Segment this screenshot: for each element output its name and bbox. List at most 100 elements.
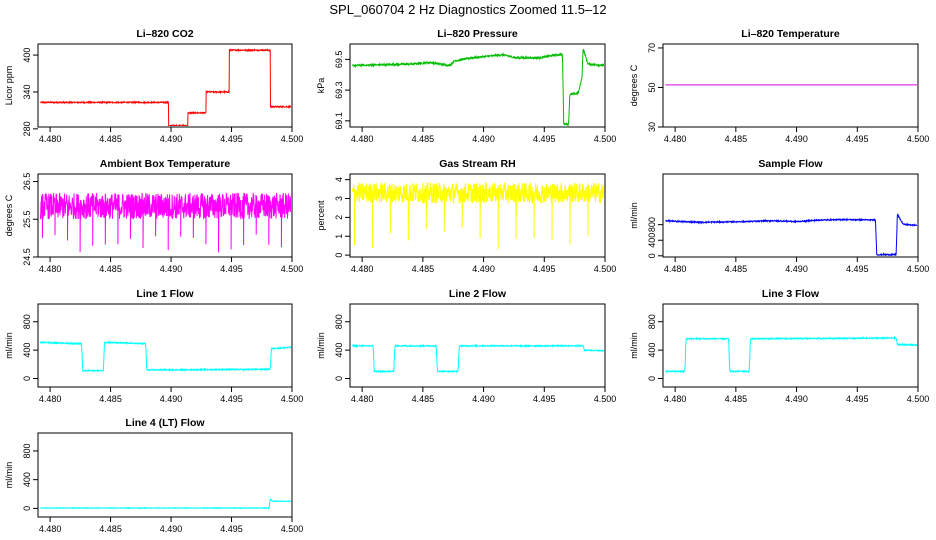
panel-7: Line 1 Flow 4.480 4.485 4.490 4.495 4.500 0 400…: [4, 288, 303, 404]
y-tick-label: 0: [334, 253, 344, 258]
x-tick-label: 4.480: [39, 264, 62, 274]
panel-10: Line 4 (LT) Flow 4.480 4.485 4.490 4.495 4.50…: [4, 417, 303, 534]
y-axis-label: degrees C: [4, 194, 14, 236]
y-tick-label: 3: [334, 196, 344, 201]
y-tick-label: 1: [334, 234, 344, 239]
x-tick-label: 4.490: [160, 264, 183, 274]
x-tick-label: 4.485: [99, 394, 122, 404]
x-tick-label: 4.490: [472, 264, 495, 274]
plot-frame: [349, 43, 606, 128]
y-tick-label: 69.1: [334, 112, 344, 130]
y-tick-label: 0: [22, 376, 32, 381]
y-tick-label: 800: [647, 314, 657, 329]
x-tick-label: 4.500: [281, 394, 304, 404]
panel-title: Sample Flow: [758, 158, 823, 170]
panel-8: Line 2 Flow 4.480 4.485 4.490 4.495 4.500 0 400…: [316, 288, 616, 404]
panel-title: Li–820 CO2: [136, 28, 193, 40]
y-tick-label: 69.3: [334, 81, 344, 99]
x-tick-label: 4.480: [351, 394, 374, 404]
y-tick-label: 400: [334, 343, 344, 358]
y-tick-label: 400: [22, 48, 32, 63]
y-tick-label: 70: [647, 43, 657, 53]
x-tick-label: 4.490: [785, 394, 808, 404]
y-tick-label: 0: [334, 376, 344, 381]
y-axis-label: ml/min: [4, 462, 14, 489]
y-axis-label: ml/min: [316, 332, 326, 359]
panel-grid: Li–820 CO2 4.480 4.485 4.490 4.495 4.500 280 3 4…: [4, 28, 929, 534]
y-tick-label: 400: [22, 472, 32, 487]
y-tick-label: 4: [334, 177, 344, 182]
plot-frame: [37, 303, 293, 388]
x-tick-label: 4.495: [220, 524, 243, 534]
x-tick-label: 4.495: [220, 264, 243, 274]
x-tick-label: 4.485: [99, 264, 122, 274]
x-tick-label: 4.490: [472, 134, 495, 144]
x-tick-label: 4.500: [594, 264, 617, 274]
y-tick-label: 50: [647, 82, 657, 92]
y-tick-label: 800: [647, 217, 657, 232]
x-tick-label: 4.495: [533, 134, 556, 144]
plot-frame: [37, 432, 293, 518]
y-axis-label: kPa: [316, 78, 326, 94]
y-tick-label: 400: [22, 343, 32, 358]
y-tick-label: 0: [647, 253, 657, 258]
y-tick-label: 2: [334, 215, 344, 220]
y-tick-label: 800: [22, 443, 32, 458]
panel-title: Ambient Box Temperature: [100, 158, 231, 170]
panel-title: Line 1 Flow: [136, 288, 194, 300]
y-axis-label: ml/min: [4, 332, 14, 359]
y-tick-label: 280: [22, 121, 32, 136]
panel-title: Line 3 Flow: [762, 288, 820, 300]
figure-title: SPL_060704 2 Hz Diagnostics Zoomed 11.5–…: [329, 2, 606, 17]
x-tick-label: 4.495: [533, 394, 556, 404]
x-tick-label: 4.500: [594, 134, 617, 144]
y-tick-label: 0: [22, 506, 32, 511]
x-tick-label: 4.490: [785, 264, 808, 274]
x-tick-label: 4.485: [725, 134, 748, 144]
x-tick-label: 4.490: [472, 394, 495, 404]
series-line-1: [40, 47, 291, 126]
plot-frame: [662, 173, 919, 258]
x-tick-label: 4.485: [725, 264, 748, 274]
plot-frame: [662, 303, 919, 388]
x-tick-label: 4.485: [412, 264, 435, 274]
y-axis-label: percent: [316, 200, 326, 231]
x-tick-label: 4.485: [99, 524, 122, 534]
x-tick-label: 4.490: [160, 524, 183, 534]
x-tick-label: 4.500: [281, 134, 304, 144]
panel-title: Line 2 Flow: [449, 288, 507, 300]
x-tick-label: 4.495: [220, 394, 243, 404]
series-line-1: [351, 181, 604, 250]
x-tick-label: 4.480: [39, 524, 62, 534]
y-tick-label: 400: [647, 343, 657, 358]
panel-9: Line 3 Flow 4.480 4.485 4.490 4.495 4.500 0 400…: [629, 288, 929, 404]
x-tick-label: 4.485: [725, 394, 748, 404]
plot-frame: [662, 43, 919, 128]
plot-frame: [37, 173, 293, 258]
x-tick-label: 4.500: [907, 394, 930, 404]
x-tick-label: 4.490: [785, 134, 808, 144]
plot-frame: [349, 303, 606, 388]
x-tick-label: 4.500: [281, 264, 304, 274]
x-tick-label: 4.480: [351, 134, 374, 144]
x-tick-label: 4.480: [664, 264, 687, 274]
y-tick-label: 400: [647, 233, 657, 248]
y-tick-label: 30: [647, 122, 657, 132]
series-line-1: [352, 343, 604, 374]
plot-frame: [37, 43, 293, 128]
series-line-1: [39, 340, 291, 373]
x-tick-label: 4.495: [220, 134, 243, 144]
plot-frame: [349, 173, 606, 258]
x-tick-label: 4.480: [351, 264, 374, 274]
y-tick-label: 25.5: [22, 211, 32, 229]
x-tick-label: 4.480: [39, 134, 62, 144]
y-tick-label: 26.5: [22, 173, 32, 191]
x-tick-label: 4.495: [846, 394, 869, 404]
y-tick-label: 0: [647, 376, 657, 381]
x-tick-label: 4.500: [594, 394, 617, 404]
series-line-1: [39, 191, 291, 253]
y-axis-label: degrees C: [629, 64, 639, 106]
panel-title: Line 4 (LT) Flow: [125, 417, 205, 429]
x-tick-label: 4.500: [281, 524, 304, 534]
